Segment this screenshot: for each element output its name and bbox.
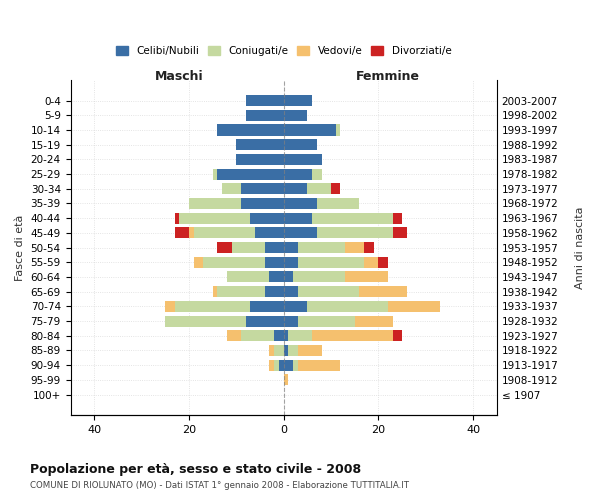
Bar [217,242,232,253]
Bar [298,286,359,297]
Bar [317,198,359,209]
Bar [307,184,331,194]
Bar [246,316,284,326]
Bar [284,301,307,312]
Bar [232,242,265,253]
Bar [289,330,312,341]
Bar [217,124,284,136]
Bar [165,316,246,326]
Bar [284,374,289,386]
Bar [175,228,189,238]
Bar [194,228,255,238]
Bar [284,212,312,224]
Bar [284,242,298,253]
Bar [284,228,317,238]
Bar [284,272,293,282]
Bar [250,301,284,312]
Bar [364,242,374,253]
Bar [379,256,388,268]
Bar [284,256,298,268]
Bar [388,301,440,312]
Bar [284,110,307,121]
Bar [284,124,336,136]
Bar [165,301,175,312]
Bar [392,330,402,341]
Bar [217,286,265,297]
Bar [175,301,250,312]
Bar [359,286,407,297]
Bar [241,198,284,209]
Bar [284,139,317,150]
Bar [269,272,284,282]
Bar [269,345,274,356]
Bar [284,168,312,179]
Bar [307,301,388,312]
Bar [246,110,284,121]
Bar [284,360,293,370]
Bar [364,256,379,268]
Bar [175,212,179,224]
Bar [317,228,392,238]
Y-axis label: Fasce di età: Fasce di età [15,214,25,280]
Bar [355,316,392,326]
Text: Popolazione per età, sesso e stato civile - 2008: Popolazione per età, sesso e stato civil… [30,462,361,475]
Bar [289,345,298,356]
Text: Maschi: Maschi [155,70,204,83]
Bar [298,242,345,253]
Bar [293,272,345,282]
Bar [222,184,241,194]
Bar [250,212,284,224]
Bar [274,360,279,370]
Bar [392,228,407,238]
Bar [265,256,284,268]
Bar [331,184,340,194]
Bar [284,198,317,209]
Bar [241,184,284,194]
Y-axis label: Anni di nascita: Anni di nascita [575,206,585,289]
Bar [284,330,289,341]
Bar [274,345,284,356]
Bar [212,286,217,297]
Bar [293,360,298,370]
Bar [312,330,392,341]
Text: Femmine: Femmine [356,70,420,83]
Bar [274,330,284,341]
Bar [203,256,265,268]
Bar [227,272,269,282]
Bar [336,124,340,136]
Bar [345,272,388,282]
Bar [279,360,284,370]
Bar [284,316,298,326]
Bar [189,198,241,209]
Bar [269,360,274,370]
Bar [217,168,284,179]
Bar [236,139,284,150]
Bar [312,168,322,179]
Bar [194,256,203,268]
Bar [236,154,284,165]
Bar [284,184,307,194]
Bar [345,242,364,253]
Bar [312,212,392,224]
Bar [227,330,241,341]
Bar [212,168,217,179]
Bar [241,330,274,341]
Legend: Celibi/Nubili, Coniugati/e, Vedovi/e, Divorziati/e: Celibi/Nubili, Coniugati/e, Vedovi/e, Di… [112,42,455,60]
Bar [392,212,402,224]
Bar [284,95,312,106]
Bar [255,228,284,238]
Bar [298,360,340,370]
Bar [179,212,250,224]
Bar [189,228,194,238]
Bar [265,242,284,253]
Bar [284,286,298,297]
Bar [298,345,322,356]
Bar [284,345,289,356]
Bar [246,95,284,106]
Bar [298,256,364,268]
Bar [265,286,284,297]
Bar [298,316,355,326]
Text: COMUNE DI RIOLUNATO (MO) - Dati ISTAT 1° gennaio 2008 - Elaborazione TUTTITALIA.: COMUNE DI RIOLUNATO (MO) - Dati ISTAT 1°… [30,481,409,490]
Bar [284,154,322,165]
